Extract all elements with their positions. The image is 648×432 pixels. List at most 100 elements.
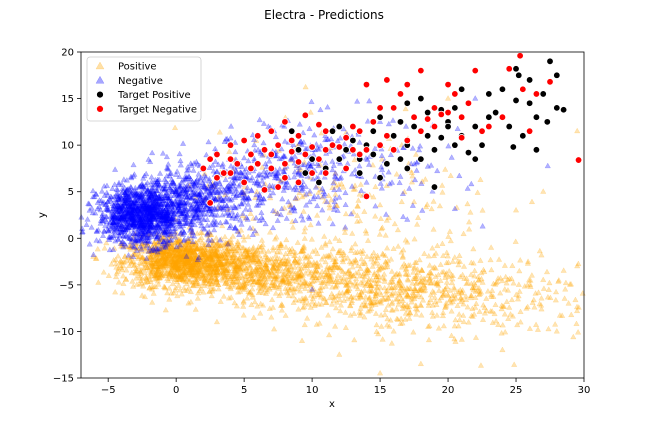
triangle-point <box>430 198 437 204</box>
triangle-point <box>177 248 184 254</box>
triangle-point <box>458 336 465 342</box>
triangle-point <box>93 255 100 261</box>
triangle-point <box>428 162 435 168</box>
triangle-point <box>451 254 458 260</box>
triangle-point <box>172 252 179 258</box>
triangle-point <box>186 255 193 262</box>
triangle-point <box>545 325 552 332</box>
triangle-point <box>332 323 339 329</box>
triangle-point <box>203 241 210 247</box>
triangle-point <box>203 246 210 253</box>
triangle-point <box>176 242 183 248</box>
triangle-point <box>195 260 202 266</box>
triangle-point <box>466 218 473 225</box>
triangle-point <box>362 227 369 234</box>
triangle-point <box>355 197 362 203</box>
triangle-point <box>174 255 181 262</box>
triangle-point <box>164 289 171 296</box>
triangle-point <box>155 258 162 265</box>
triangle-point <box>272 133 279 140</box>
triangle-point <box>251 141 258 148</box>
triangle-point <box>175 256 182 262</box>
triangle-point <box>145 267 152 273</box>
triangle-point <box>176 256 184 262</box>
triangle-point <box>378 323 385 329</box>
triangle-point <box>177 258 184 265</box>
triangle-point <box>326 238 333 245</box>
triangle-point <box>151 270 158 276</box>
triangle-point <box>300 208 307 214</box>
triangle-point <box>183 248 190 255</box>
triangle-point <box>184 276 191 282</box>
triangle-point <box>358 255 365 262</box>
triangle-point <box>202 271 209 277</box>
triangle-point <box>378 185 385 191</box>
triangle-point <box>169 245 176 251</box>
triangle-point <box>174 262 181 269</box>
triangle-point <box>273 233 280 240</box>
triangle-point <box>378 152 385 159</box>
triangle-point <box>436 202 443 209</box>
triangle-point <box>191 263 199 269</box>
triangle-point <box>433 312 440 318</box>
triangle-point <box>136 259 143 265</box>
triangle-point <box>218 252 225 258</box>
triangle-point <box>528 198 536 205</box>
triangle-point <box>160 250 167 256</box>
triangle-point <box>193 269 200 275</box>
triangle-point <box>390 328 397 334</box>
triangle-point <box>197 255 204 261</box>
triangle-point <box>88 224 95 230</box>
triangle-point <box>174 259 181 266</box>
triangle-point <box>173 269 180 275</box>
triangle-point <box>446 267 453 274</box>
triangle-point <box>351 310 358 316</box>
triangle-point <box>131 262 138 269</box>
triangle-point <box>212 265 219 271</box>
triangle-point <box>400 213 407 220</box>
triangle-point <box>298 337 306 343</box>
triangle-point <box>157 274 164 281</box>
triangle-point <box>128 260 135 266</box>
triangle-point <box>448 308 455 314</box>
triangle-point <box>180 252 188 258</box>
triangle-point <box>511 361 518 367</box>
triangle-point <box>188 229 195 236</box>
triangle-point <box>314 212 321 218</box>
triangle-point <box>342 210 349 217</box>
triangle-point <box>198 285 205 291</box>
triangle-point <box>218 252 225 258</box>
triangle-point <box>142 264 149 270</box>
triangle-point <box>173 247 180 254</box>
triangle-point <box>205 266 212 272</box>
triangle-point <box>182 251 189 258</box>
triangle-point <box>298 212 305 219</box>
triangle-point <box>207 271 214 277</box>
triangle-point <box>202 252 209 258</box>
triangle-point <box>176 251 183 258</box>
triangle-point <box>272 290 279 296</box>
triangle-point <box>352 240 359 247</box>
triangle-point <box>512 206 520 213</box>
triangle-point <box>184 246 191 252</box>
triangle-point <box>160 234 167 241</box>
triangle-point <box>228 256 235 262</box>
triangle-point <box>555 277 562 283</box>
triangle-point <box>336 351 343 357</box>
triangle-point <box>464 185 471 191</box>
triangle-point <box>184 256 191 263</box>
triangle-point <box>120 280 127 286</box>
triangle-point <box>132 270 139 276</box>
triangle-point <box>186 242 193 248</box>
triangle-point <box>148 173 155 180</box>
triangle-point <box>194 295 201 301</box>
triangle-point <box>448 332 455 338</box>
triangle-point <box>182 253 189 260</box>
triangle-point <box>480 266 487 273</box>
triangle-point <box>156 275 163 281</box>
triangle-point <box>271 325 278 332</box>
triangle-point <box>180 140 187 146</box>
triangle-point <box>189 241 197 247</box>
triangle-point <box>215 259 222 265</box>
triangle-point <box>186 263 194 269</box>
